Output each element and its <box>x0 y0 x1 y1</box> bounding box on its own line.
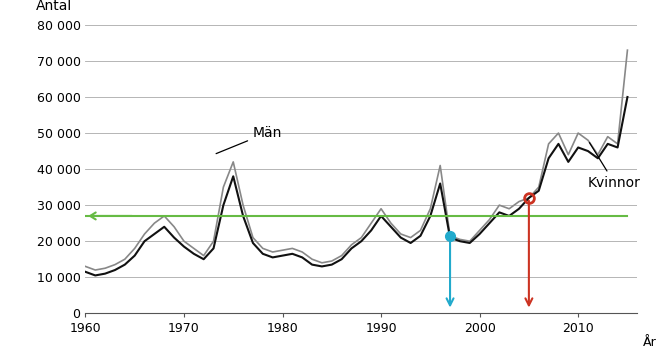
Text: Män: Män <box>216 126 283 154</box>
Text: År: År <box>643 336 656 349</box>
Text: Antal: Antal <box>35 0 72 14</box>
Text: Kvinnor: Kvinnor <box>588 143 641 190</box>
